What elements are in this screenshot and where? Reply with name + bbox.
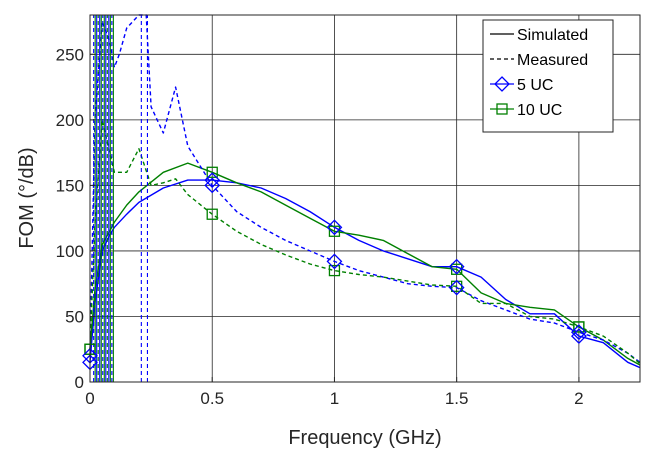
series-line-2 — [89, 14, 641, 363]
diamond-marker — [326, 253, 343, 270]
y-tick-label: 100 — [56, 242, 84, 261]
series-line-1 — [89, 162, 641, 366]
plot-series — [89, 14, 641, 382]
square-marker — [328, 264, 341, 277]
diamond-marker — [448, 258, 465, 275]
y-tick-label: 150 — [56, 176, 84, 195]
x-tick-label: 0.5 — [200, 389, 224, 408]
y-tick-label: 50 — [65, 307, 84, 326]
square-marker — [328, 225, 341, 237]
axis-ticks: 0 0.5 1 1.5 2 0 50 100 150 200 250 — [56, 45, 584, 408]
legend-diamond-icon — [494, 76, 510, 92]
y-tick-label: 200 — [56, 111, 84, 130]
y-axis-label: FOM (°/dB) — [16, 147, 38, 248]
y-tick-label: 250 — [56, 45, 84, 64]
square-marker — [206, 166, 218, 178]
plot-frame — [89, 14, 641, 383]
series-line-3 — [89, 119, 641, 365]
y-tick-label: 0 — [75, 373, 84, 392]
x-axis-label: Frequency (GHz) — [288, 427, 441, 449]
square-marker — [206, 208, 218, 220]
series-line-0 — [89, 179, 641, 369]
square-marker — [573, 321, 585, 333]
legend-label-5uc: 5 UC — [517, 77, 553, 94]
diamond-marker — [204, 172, 221, 189]
legend-label-measured: Measured — [517, 52, 588, 69]
diamond-marker — [204, 177, 221, 194]
x-tick-label: 0 — [85, 389, 94, 408]
diamond-marker — [448, 279, 465, 296]
legend-box — [482, 19, 614, 133]
x-tick-label: 2 — [574, 389, 583, 408]
legend-square-icon — [496, 103, 508, 115]
legend: Simulated Measured 5 UC 10 UC — [482, 19, 614, 133]
x-tick-label: 1 — [330, 389, 339, 408]
diamond-marker — [326, 219, 343, 236]
low-frequency-resonance-band — [93, 15, 148, 382]
legend-label-10uc: 10 UC — [517, 102, 562, 119]
diamond-marker — [570, 324, 587, 341]
legend-label-simulated: Simulated — [517, 27, 588, 44]
x-tick-label: 1.5 — [445, 389, 469, 408]
